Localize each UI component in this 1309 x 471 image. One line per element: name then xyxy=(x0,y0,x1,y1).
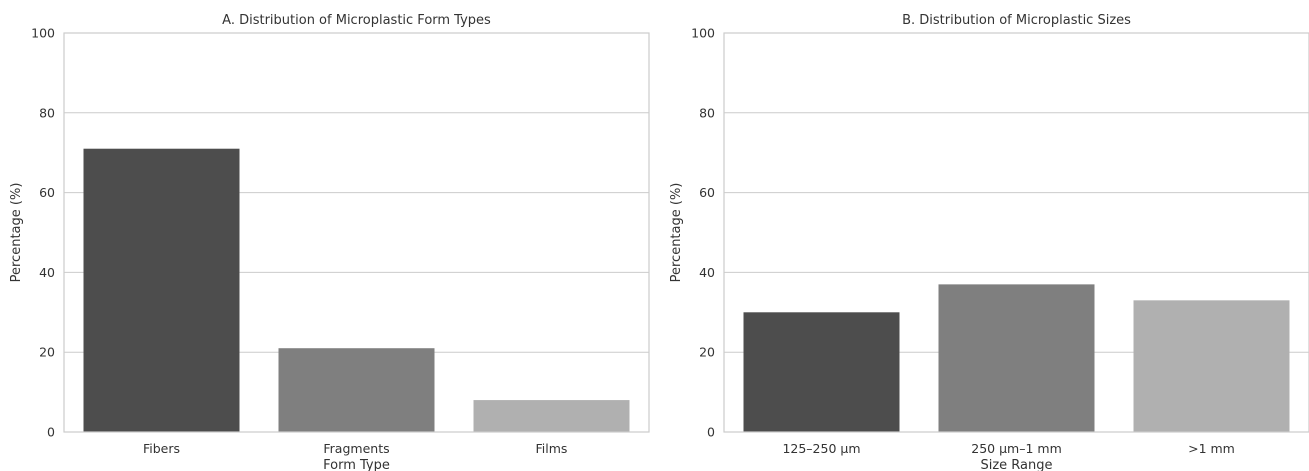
y-tick-label: 60 xyxy=(699,185,715,200)
y-tick-label: 20 xyxy=(699,345,715,360)
x-tick-label: 250 µm–1 mm xyxy=(971,441,1062,456)
x-tick-label: 125–250 µm xyxy=(782,441,860,456)
x-tick-label: >1 mm xyxy=(1188,441,1235,456)
y-axis-label: Percentage (%) xyxy=(669,183,684,283)
x-axis-label: Form Type xyxy=(323,458,390,471)
y-tick-label: 60 xyxy=(39,185,55,200)
chart-b: 0 20 40 60 80 100 125–250 µm 250 µm–1 mm >1 mm B.… xyxy=(669,13,1309,471)
chart-title: B. Distribution of Microplastic Sizes xyxy=(902,13,1131,28)
y-tick-label: 100 xyxy=(31,26,55,41)
y-tick-label: 20 xyxy=(39,345,55,360)
x-tick-label: Fragments xyxy=(323,441,389,456)
plot-frame xyxy=(63,32,650,433)
y-tick-label: 40 xyxy=(39,265,55,280)
y-tick-label: 40 xyxy=(699,265,715,280)
bar xyxy=(473,400,630,432)
y-axis-label: Percentage (%) xyxy=(9,183,24,283)
bar xyxy=(83,148,240,432)
y-tick-label: 80 xyxy=(39,105,55,120)
chart-title: A. Distribution of Microplastic Form Typ… xyxy=(222,13,491,28)
bar xyxy=(1133,300,1290,432)
y-tick-label: 80 xyxy=(699,105,715,120)
y-tick-label: 100 xyxy=(691,26,715,41)
x-tick-label: Fibers xyxy=(143,441,180,456)
chart-a: 0 20 40 60 80 100 Fibers Fragments Films A. Distr… xyxy=(9,13,650,471)
x-tick-label: Films xyxy=(536,441,568,456)
bar xyxy=(938,284,1095,432)
bar xyxy=(278,348,435,432)
plot-frame xyxy=(723,32,1309,433)
x-axis-label: Size Range xyxy=(980,458,1052,471)
y-tick-label: 0 xyxy=(707,425,715,440)
y-tick-label: 0 xyxy=(47,425,55,440)
bar xyxy=(743,312,900,432)
